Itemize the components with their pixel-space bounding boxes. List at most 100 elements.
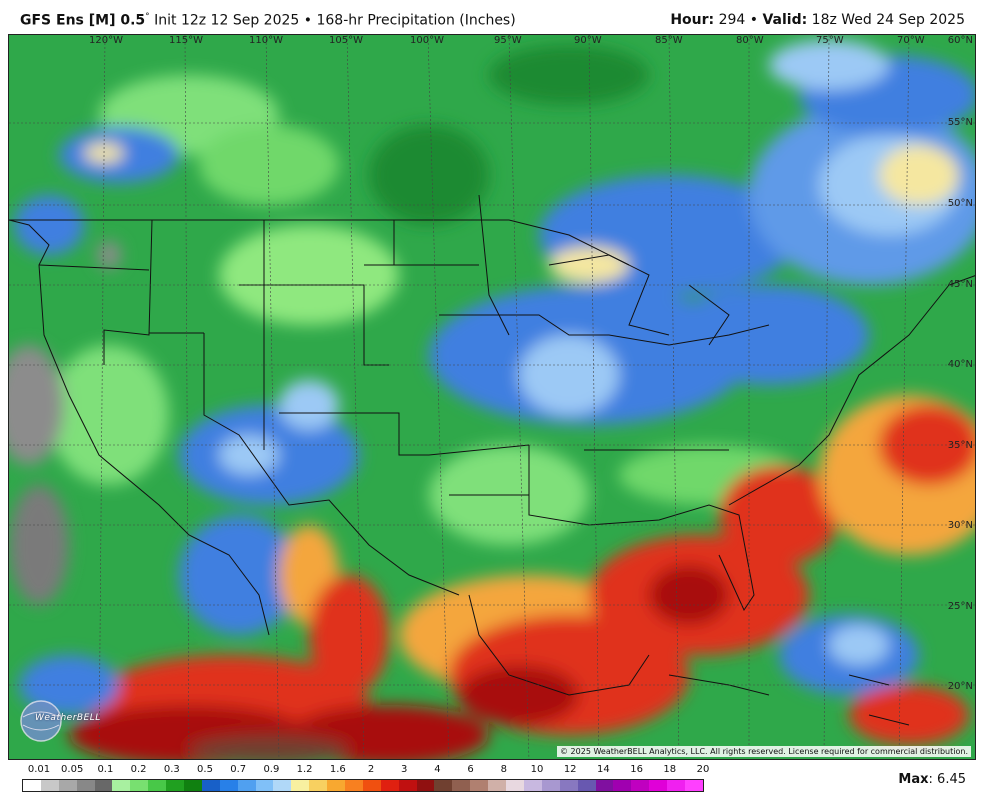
legend-swatch bbox=[327, 780, 346, 791]
legend-swatch bbox=[58, 780, 77, 791]
legend-label: 12 bbox=[563, 764, 577, 775]
copyright-notice: © 2025 WeatherBELL Analytics, LLC. All r… bbox=[557, 746, 971, 757]
lon-label-95w: 95°W bbox=[494, 35, 522, 46]
legend-swatch bbox=[380, 780, 399, 791]
legend-swatch bbox=[345, 780, 363, 791]
legend-swatch bbox=[184, 780, 202, 791]
lat-label-25n: 25°N bbox=[947, 601, 973, 612]
legend-swatch bbox=[398, 780, 417, 791]
lat-label-55n: 55°N bbox=[947, 117, 973, 128]
legend-swatch bbox=[667, 780, 685, 791]
legend-swatch bbox=[23, 780, 41, 791]
legend-label: 3 bbox=[401, 764, 408, 775]
legend-label: 0.3 bbox=[163, 764, 180, 775]
weatherbell-logo: WeatherBELL bbox=[15, 699, 105, 743]
legend-swatch bbox=[40, 780, 59, 791]
legend-swatch bbox=[523, 780, 542, 791]
valid-separator: • bbox=[749, 12, 759, 28]
legend-label: 4 bbox=[434, 764, 441, 775]
legend-swatch bbox=[434, 780, 453, 791]
legend-swatch bbox=[559, 780, 578, 791]
model-name: GFS Ens [M] 0.5 bbox=[20, 12, 146, 29]
legend-swatch bbox=[201, 780, 220, 791]
legend-swatch bbox=[291, 780, 310, 791]
legend-swatch bbox=[631, 780, 650, 791]
logo-text: WeatherBELL bbox=[35, 713, 101, 723]
lat-label-50n: 50°N bbox=[947, 198, 973, 209]
legend-label: 0.5 bbox=[197, 764, 213, 775]
legend-swatch bbox=[255, 780, 274, 791]
legend-label: 0.7 bbox=[230, 764, 247, 775]
init-time: Init 12z 12 Sep 2025 bbox=[154, 12, 300, 29]
legend-label: 0.9 bbox=[263, 764, 280, 775]
legend-swatch bbox=[148, 780, 167, 791]
lon-label-100w: 100°W bbox=[410, 35, 444, 46]
lon-label-105w: 105°W bbox=[329, 35, 363, 46]
lat-label-60n: 60°N bbox=[947, 35, 973, 46]
legend-label: 10 bbox=[530, 764, 544, 775]
legend-label: 1.6 bbox=[329, 764, 346, 775]
legend-swatch bbox=[309, 780, 328, 791]
legend-label: 18 bbox=[663, 764, 677, 775]
legend-swatch bbox=[684, 780, 703, 791]
valid-time-info: Hour: 294 • Valid: 18z Wed 24 Sep 2025 bbox=[670, 12, 965, 28]
legend-swatch bbox=[273, 780, 292, 791]
legend-label: 6 bbox=[467, 764, 474, 775]
valid-label: Valid: bbox=[762, 12, 808, 28]
legend-swatch bbox=[613, 780, 632, 791]
graticule bbox=[9, 35, 975, 759]
map-borders bbox=[9, 194, 975, 726]
max-number: 6.45 bbox=[937, 772, 966, 787]
lon-label-85w: 85°W bbox=[655, 35, 683, 46]
hour-label: Hour: bbox=[670, 12, 715, 28]
legend-label: 0.01 bbox=[27, 764, 51, 775]
legend-label: 2 bbox=[367, 764, 375, 775]
lon-label-120w: 120°W bbox=[89, 35, 123, 46]
legend-swatch bbox=[416, 780, 435, 791]
lat-label-40n: 40°N bbox=[947, 359, 973, 370]
legend-label: 14 bbox=[597, 764, 610, 775]
legend-swatch bbox=[219, 780, 238, 791]
legend-swatch bbox=[94, 780, 113, 791]
lat-label-30n: 30°N bbox=[947, 520, 973, 531]
lon-label-70w: 70°W bbox=[897, 35, 925, 46]
legend-labels: 0.01 0.05 0.1 0.2 0.3 0.5 0.7 0.9 1.2 1.6 2 3 4 6 8 10 1… bbox=[22, 764, 710, 778]
lon-label-90w: 90°W bbox=[574, 35, 602, 46]
max-value: Max: 6.45 bbox=[898, 772, 966, 787]
legend-swatch bbox=[76, 780, 95, 791]
lon-label-110w: 110°W bbox=[249, 35, 283, 46]
precipitation-field bbox=[9, 35, 975, 759]
hour-value: 294 bbox=[718, 12, 746, 28]
legend-swatch bbox=[362, 780, 381, 791]
legend-swatch bbox=[166, 780, 185, 791]
degree-symbol: ° bbox=[145, 12, 150, 22]
legend-label: 20 bbox=[696, 764, 710, 775]
legend-color-bar bbox=[22, 779, 704, 792]
legend-swatch bbox=[112, 780, 131, 791]
precipitation-map[interactable]: 120°W 115°W 110°W 105°W 100°W 95°W 90°W … bbox=[8, 34, 976, 760]
lon-label-75w: 75°W bbox=[816, 35, 844, 46]
legend-swatch bbox=[506, 780, 524, 791]
product-name: 168-hr Precipitation (Inches) bbox=[316, 12, 516, 29]
lat-label-35n: 35°N bbox=[947, 440, 973, 451]
valid-value: 18z Wed 24 Sep 2025 bbox=[811, 12, 965, 28]
lon-label-115w: 115°W bbox=[169, 35, 203, 46]
max-label-text: Max bbox=[898, 772, 929, 787]
header: GFS Ens [M] 0.5° Init 12z 12 Sep 2025 • … bbox=[0, 0, 984, 34]
legend-swatch bbox=[470, 780, 489, 791]
legend-swatch bbox=[541, 780, 560, 791]
map-title: GFS Ens [M] 0.5° Init 12z 12 Sep 2025 • … bbox=[20, 12, 516, 29]
lat-label-45n: 45°N bbox=[947, 279, 973, 290]
title-separator: • bbox=[303, 12, 313, 29]
legend-swatch bbox=[130, 780, 149, 791]
lat-label-20n: 20°N bbox=[947, 681, 973, 692]
legend-swatch bbox=[488, 780, 507, 791]
lon-label-80w: 80°W bbox=[736, 35, 764, 46]
logo-globe-icon bbox=[20, 700, 62, 742]
legend-label: 1.2 bbox=[296, 764, 313, 775]
legend-swatch bbox=[595, 780, 614, 791]
legend-swatch bbox=[452, 780, 471, 791]
legend-swatch bbox=[237, 780, 256, 791]
legend-label: 16 bbox=[630, 764, 643, 775]
legend-swatch bbox=[649, 780, 668, 791]
